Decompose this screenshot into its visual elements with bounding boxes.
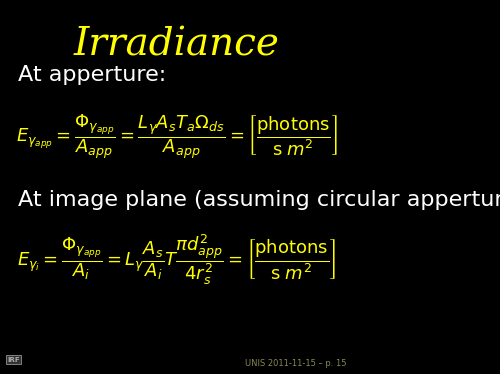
Text: $E_{\gamma_i} = \dfrac{\Phi_{\gamma_{app}}}{A_i} = L_{\gamma}\dfrac{A_s}{A_i} T : $E_{\gamma_i} = \dfrac{\Phi_{\gamma_{app… (17, 233, 336, 287)
Text: $E_{\gamma_{app}} = \dfrac{\Phi_{\gamma_{app}}}{A_{app}} = \dfrac{L_{\gamma} A_s: $E_{\gamma_{app}} = \dfrac{\Phi_{\gamma_… (16, 112, 338, 161)
Text: IRF: IRF (7, 357, 20, 363)
Text: At apperture:: At apperture: (18, 65, 166, 85)
Text: At image plane (assuming circular apperture):: At image plane (assuming circular appert… (18, 190, 500, 210)
Text: Irradiance: Irradiance (74, 26, 280, 63)
Text: UNIS 2011-11-15 – p. 15: UNIS 2011-11-15 – p. 15 (244, 359, 346, 368)
